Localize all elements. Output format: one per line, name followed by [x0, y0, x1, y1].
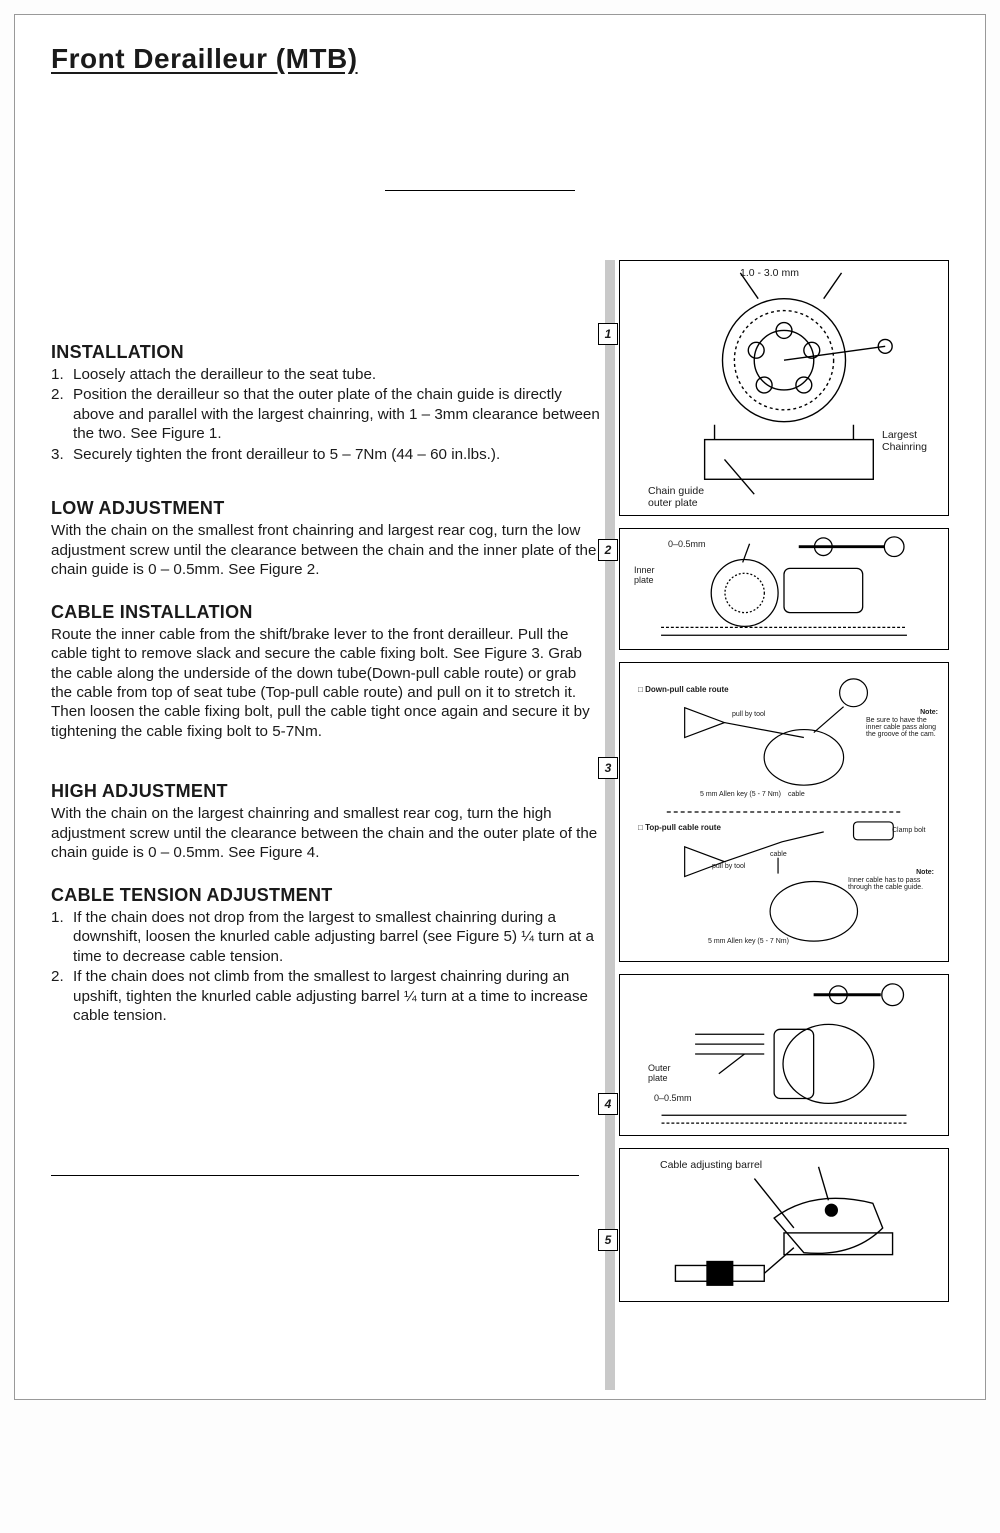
section-heading-tension: CABLE TENSION ADJUSTMENT: [51, 885, 601, 906]
installation-list: Loosely attach the derailleur to the sea…: [51, 365, 601, 464]
page-title: Front Derailleur (MTB): [51, 43, 949, 75]
figure-number: 1: [598, 323, 618, 345]
section-heading-low: LOW ADJUSTMENT: [51, 498, 601, 519]
figure-number: 2: [598, 539, 618, 561]
fig3-note1: Be sure to have the inner cable pass alo…: [866, 717, 938, 738]
section-heading-cable: CABLE INSTALLATION: [51, 602, 601, 623]
figure-2: 2 0–0.5mm Inner plate: [619, 528, 949, 650]
list-item: Securely tighten the front derailleur to…: [51, 445, 601, 464]
fig3-pull-by-tool-1: pull by tool: [732, 711, 765, 718]
content-row: INSTALLATION Loosely attach the deraille…: [51, 205, 949, 1533]
figure-3: 3 Down-pull cable route pull by tool Not…: [619, 662, 949, 962]
figure-number: 4: [598, 1093, 618, 1115]
figure-number: 5: [598, 1229, 618, 1251]
list-item: Loosely attach the derailleur to the sea…: [51, 365, 601, 384]
section-body-cable: Route the inner cable from the shift/bra…: [51, 625, 601, 742]
fig1-clearance-label: 1.0 - 3.0 mm: [740, 267, 799, 279]
figure-1: 1 1.0 - 3.0 mm Largest Chainring Chain g…: [619, 260, 949, 516]
fig3-note2-title: Note:: [916, 869, 934, 876]
figure-column: 1 1.0 - 3.0 mm Largest Chainring Chain g…: [619, 205, 949, 1533]
fig5-barrel-label: Cable adjusting barrel: [660, 1159, 762, 1171]
fig3-cable-1: cable: [788, 791, 805, 798]
fig4-diagram: [620, 975, 948, 1135]
list-item: If the chain does not climb from the sma…: [51, 967, 601, 1025]
fig3-clamp-bolt: Clamp bolt: [892, 827, 932, 834]
fig3-allen-2: 5 mm Allen key (5 - 7 Nm): [708, 938, 789, 945]
fig3-down-route-label: Down-pull cable route: [638, 685, 729, 694]
figure-index-strip: [605, 260, 615, 1390]
section-heading-installation: INSTALLATION: [51, 342, 601, 363]
figure-5: 5 Cable adjusting barrel: [619, 1148, 949, 1302]
fig5-diagram: [620, 1149, 948, 1301]
section-body-low: With the chain on the smallest front cha…: [51, 521, 601, 579]
figure-number: 3: [598, 757, 618, 779]
fig3-allen-1: 5 mm Allen key (5 - 7 Nm): [700, 791, 781, 798]
page-frame: Front Derailleur (MTB) INSTALLATION Loos…: [14, 14, 986, 1400]
fig4-outer-plate-label: Outer plate: [648, 1063, 684, 1083]
fig1-chain-guide-label: Chain guide outer plate: [648, 485, 718, 509]
fig3-note1-title: Note:: [920, 709, 938, 716]
figure-4: 4 Outer plate 0–0.5mm: [619, 974, 949, 1136]
fig3-diagram: [620, 663, 948, 961]
fig4-clearance-label: 0–0.5mm: [654, 1093, 692, 1103]
fig3-top-route-label: Top-pull cable route: [638, 823, 721, 832]
fig3-note2: Inner cable has to pass through the cabl…: [848, 877, 934, 891]
bottom-rule: [51, 1175, 579, 1176]
fig1-diagram: [620, 261, 948, 515]
list-item: If the chain does not drop from the larg…: [51, 908, 601, 966]
fig3-pull-by-tool-2: pull by tool: [712, 863, 745, 870]
title-underline-extension: [385, 190, 575, 191]
fig2-clearance-label: 0–0.5mm: [668, 539, 706, 549]
fig2-inner-plate-label: Inner plate: [634, 565, 668, 585]
section-body-high: With the chain on the largest chainring …: [51, 804, 601, 862]
section-heading-high: HIGH ADJUSTMENT: [51, 781, 601, 802]
fig3-cable-2: cable: [770, 851, 787, 858]
tension-list: If the chain does not drop from the larg…: [51, 908, 601, 1026]
text-column: INSTALLATION Loosely attach the deraille…: [51, 205, 601, 1533]
list-item: Position the derailleur so that the oute…: [51, 385, 601, 443]
fig1-largest-chainring-label: Largest Chainring: [882, 429, 942, 453]
